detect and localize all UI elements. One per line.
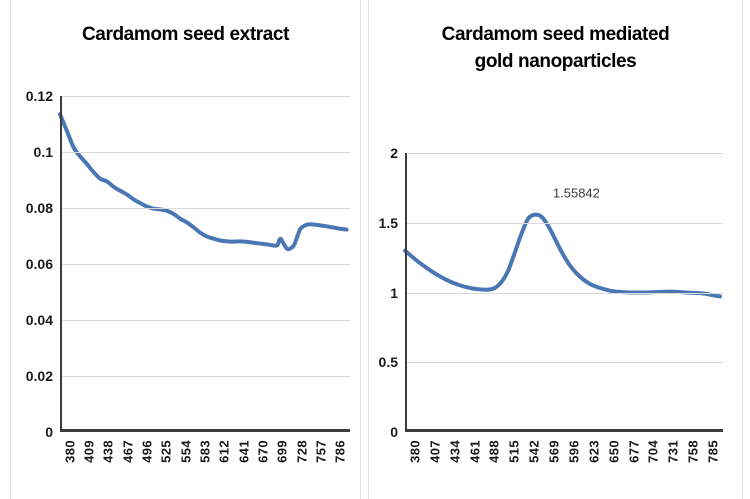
y-axis-tick-label: 0.04 bbox=[25, 312, 53, 328]
x-axis-tick-label: 488 bbox=[486, 440, 502, 463]
plot-area-right: 0 0.5 1 1.5 2 380 407 434 461 488 515 542 569 596 623 6… bbox=[379, 145, 723, 463]
panel-divider-right bbox=[368, 0, 369, 499]
figure-border-left bbox=[10, 0, 11, 499]
gridline-y-0.06 bbox=[60, 264, 350, 265]
gridline-y-1.5 bbox=[405, 222, 723, 224]
y-axis-tick-label: 2 bbox=[390, 145, 398, 161]
y-axis-tick-label: 0 bbox=[390, 424, 398, 440]
x-axis-tick-label: 380 bbox=[407, 440, 423, 463]
x-axis-tick-label: 728 bbox=[294, 440, 310, 463]
x-axis-tick-label: 438 bbox=[100, 440, 116, 463]
x-axis-tick-label: 704 bbox=[645, 440, 661, 463]
x-axis-tick-label: 380 bbox=[62, 440, 78, 463]
plot-canvas-right: 0 0.5 1 1.5 2 380 407 434 461 488 515 542 569 596 623 6… bbox=[379, 145, 723, 463]
x-axis-tick-label: 461 bbox=[467, 440, 483, 463]
x-axis-tick-label: 554 bbox=[178, 440, 194, 463]
gridline-y-0.5 bbox=[405, 362, 723, 364]
gridline-y-1 bbox=[405, 292, 723, 294]
x-axis-tick-label: 583 bbox=[197, 440, 213, 463]
x-axis-tick-label: 612 bbox=[216, 440, 232, 463]
y-axis-tick-label: 0.08 bbox=[25, 200, 53, 216]
x-axis-tick-label: 758 bbox=[685, 440, 701, 463]
gridline-y-0.02 bbox=[60, 376, 350, 377]
y-axis-tick-label: 1 bbox=[390, 284, 398, 301]
plot-canvas-left: 0 0.02 0.04 0.06 0.08 0.1 0.12 380 409 438 467 496 5… bbox=[26, 88, 350, 463]
chart-title-left: Cardamom seed extract bbox=[81, 24, 290, 45]
x-axis-tick-label: 650 bbox=[606, 440, 622, 463]
x-axis-tick-label: 496 bbox=[139, 440, 155, 463]
panel-divider-left bbox=[360, 0, 361, 499]
x-axis-tick-label: 670 bbox=[255, 440, 271, 463]
x-axis-right bbox=[405, 429, 723, 432]
series-path bbox=[60, 114, 347, 249]
y-axis-tick-label: 0.12 bbox=[25, 88, 53, 104]
x-axis-left bbox=[60, 429, 350, 432]
y-axis-tick-label: 0.5 bbox=[378, 354, 398, 371]
chart-panel-cardamom-seed-extract: Cardamom seed extract 0 0.02 0.04 0.06 0.08 0… bbox=[11, 0, 360, 499]
series-path bbox=[405, 215, 720, 297]
y-axis-right bbox=[405, 153, 407, 432]
x-axis-tick-label: 407 bbox=[427, 440, 443, 463]
x-axis-tick-label: 569 bbox=[546, 440, 562, 463]
data-point-label: 1.55842 bbox=[552, 185, 600, 201]
x-axis-tick-label: 699 bbox=[274, 440, 290, 463]
x-axis-tick-label: 641 bbox=[236, 440, 252, 463]
x-axis-tick-label: 757 bbox=[313, 440, 329, 463]
y-axis-left bbox=[60, 96, 62, 432]
series-line-right bbox=[405, 153, 723, 432]
gridline-y-0.12 bbox=[60, 96, 350, 97]
y-axis-tick-label: 0.1 bbox=[33, 144, 53, 160]
x-axis-tick-label: 731 bbox=[665, 440, 681, 463]
gridline-y-0.08 bbox=[60, 208, 350, 209]
x-axis-tick-label: 596 bbox=[566, 440, 582, 463]
series-line-left bbox=[60, 96, 350, 432]
plot-area-left: 0 0.02 0.04 0.06 0.08 0.1 0.12 380 409 438 467 496 5… bbox=[26, 88, 350, 463]
x-axis-tick-label: 542 bbox=[526, 440, 542, 463]
chart-title-right: Cardamom seed mediated gold nanoparticles bbox=[369, 22, 742, 76]
gridline-y-0.04 bbox=[60, 320, 350, 321]
x-axis-tick-label: 409 bbox=[81, 440, 97, 463]
chart-title-right-line-1: Cardamom seed mediated bbox=[441, 24, 670, 45]
x-axis-tick-label: 677 bbox=[626, 440, 642, 463]
gridline-y-2 bbox=[405, 153, 723, 154]
y-axis-tick-label: 0.02 bbox=[25, 368, 53, 384]
chart-title-right-line-2: gold nanoparticles bbox=[474, 50, 637, 72]
chart-panel-gold-nanoparticles: Cardamom seed mediated gold nanoparticles… bbox=[369, 0, 742, 499]
figure-border-right bbox=[742, 0, 743, 499]
y-axis-tick-label: 0 bbox=[45, 424, 53, 440]
x-axis-tick-label: 786 bbox=[332, 440, 348, 463]
x-axis-tick-label: 525 bbox=[158, 440, 174, 463]
y-axis-tick-label: 0.06 bbox=[25, 256, 53, 272]
y-axis-tick-label: 1.5 bbox=[378, 214, 398, 231]
x-axis-tick-label: 515 bbox=[506, 440, 522, 463]
x-axis-tick-label: 467 bbox=[120, 440, 136, 463]
x-axis-tick-label: 785 bbox=[705, 440, 721, 463]
gridline-y-0.1 bbox=[60, 152, 350, 153]
x-axis-tick-label: 434 bbox=[447, 440, 463, 463]
x-axis-tick-label: 623 bbox=[586, 440, 602, 463]
